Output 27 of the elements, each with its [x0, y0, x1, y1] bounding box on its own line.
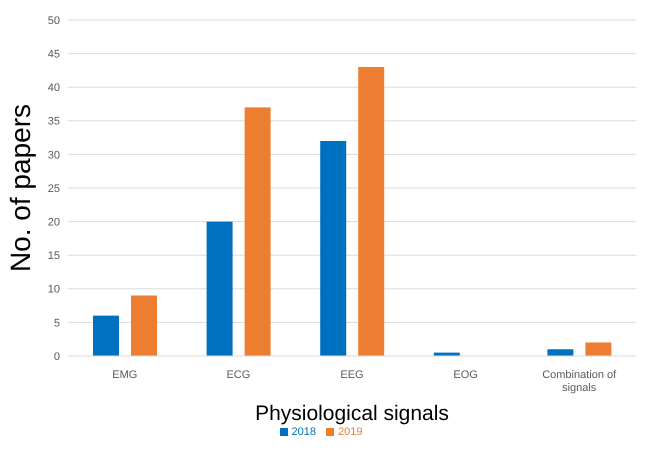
y-tick-label: 35: [48, 116, 60, 128]
y-tick-label: 45: [48, 48, 60, 61]
y-tick-label: 0: [54, 350, 60, 363]
y-tick-label: 10: [48, 284, 60, 296]
y-tick-label: 20: [48, 216, 60, 229]
x-tick-label: EOG: [453, 369, 478, 381]
x-tick-label: EMG: [112, 369, 138, 381]
x-axis-title: Physiological signals: [255, 402, 449, 425]
bar: [320, 140, 346, 356]
y-tick-label: 40: [48, 82, 60, 94]
y-tick-label: 30: [48, 149, 60, 162]
y-tick-label: 50: [48, 14, 60, 27]
x-tick-label: ECG: [226, 369, 250, 381]
legend-label: 2018: [292, 426, 316, 438]
y-tick-label: 15: [48, 250, 60, 262]
legend-label: 2019: [338, 426, 362, 438]
y-tick-label: 25: [48, 182, 60, 195]
bar: [206, 222, 233, 356]
x-tick-label: EEG: [340, 369, 364, 381]
bar: [244, 107, 271, 356]
bar: [358, 67, 384, 356]
y-tick-label: 5: [54, 317, 60, 330]
bar: [585, 342, 612, 356]
bar: [131, 296, 157, 356]
x-tick-label: Combination of signals: [542, 369, 618, 394]
bar: [93, 316, 119, 356]
y-axis-title: No. of papers: [4, 104, 36, 272]
